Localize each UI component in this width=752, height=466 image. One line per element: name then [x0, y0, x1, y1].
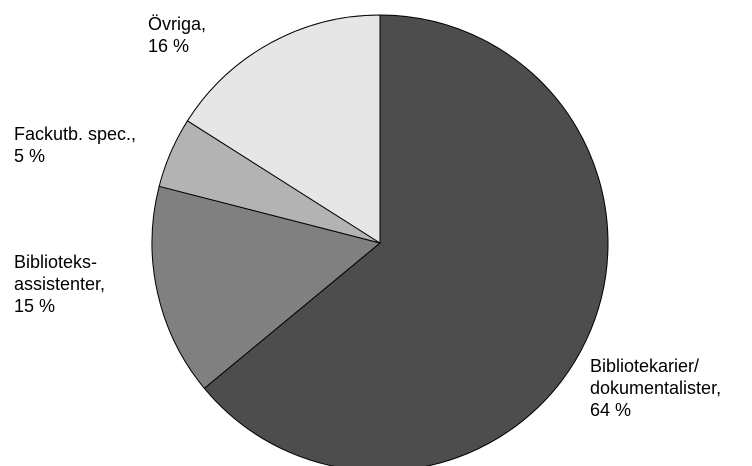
slice-label-line: Biblioteks- — [14, 252, 97, 272]
slice-label-line: 64 % — [590, 400, 631, 420]
slice-label: Övriga, 16 % — [148, 14, 206, 56]
slice-label-line: 16 % — [148, 36, 189, 56]
slice-label-line: Övriga, — [148, 14, 206, 34]
slice-label: Fackutb. spec., 5 % — [14, 124, 136, 166]
pie-slice — [186, 14, 381, 244]
pie-slices — [151, 14, 609, 466]
slice-label-line: 15 % — [14, 296, 55, 316]
slice-label-line: 5 % — [14, 146, 45, 166]
slice-label-line: Fackutb. spec., — [14, 124, 136, 144]
pie-slice — [203, 14, 609, 466]
slice-label: Biblioteks-assistenter, 15 % — [14, 252, 105, 316]
slice-label: Bibliotekarier/dokumentalister, 64 % — [590, 356, 721, 420]
slice-label-line: dokumentalister, — [590, 378, 721, 398]
slice-label-line: assistenter, — [14, 274, 105, 294]
slice-labels: Bibliotekarier/dokumentalister, 64 %Bibli… — [14, 14, 721, 420]
slice-label-line: Bibliotekarier/ — [590, 356, 699, 376]
pie-slice — [151, 185, 382, 390]
